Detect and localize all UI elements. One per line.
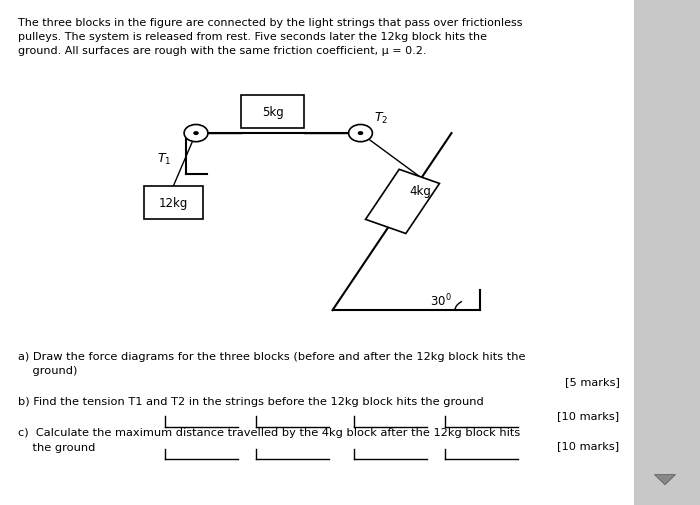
Polygon shape	[654, 475, 675, 485]
Text: $30^0$: $30^0$	[430, 292, 452, 309]
Text: The three blocks in the figure are connected by the light strings that pass over: The three blocks in the figure are conne…	[18, 18, 522, 56]
Circle shape	[184, 125, 208, 142]
Circle shape	[358, 132, 363, 136]
Text: c)  Calculate the maximum distance travelled by the 4kg block after the 12kg blo: c) Calculate the maximum distance travel…	[18, 427, 519, 437]
Text: [10 marks]: [10 marks]	[557, 410, 620, 420]
Bar	[241, 96, 304, 129]
Circle shape	[349, 125, 372, 142]
Bar	[144, 187, 203, 220]
Text: the ground: the ground	[18, 442, 95, 452]
Text: a) Draw the force diagrams for the three blocks (before and after the 12kg block: a) Draw the force diagrams for the three…	[18, 351, 525, 375]
Text: 4kg: 4kg	[409, 184, 431, 197]
Text: 12kg: 12kg	[159, 197, 188, 210]
Circle shape	[193, 132, 199, 136]
Text: $T_1$: $T_1$	[158, 152, 172, 167]
Polygon shape	[365, 170, 440, 234]
Bar	[634, 0, 700, 505]
Text: 5kg: 5kg	[262, 106, 284, 119]
Text: [5 marks]: [5 marks]	[565, 376, 620, 386]
Text: $T_2$: $T_2$	[374, 111, 388, 126]
Text: b) Find the tension T1 and T2 in the strings before the 12kg block hits the grou: b) Find the tension T1 and T2 in the str…	[18, 396, 483, 407]
Text: [10 marks]: [10 marks]	[557, 440, 620, 450]
